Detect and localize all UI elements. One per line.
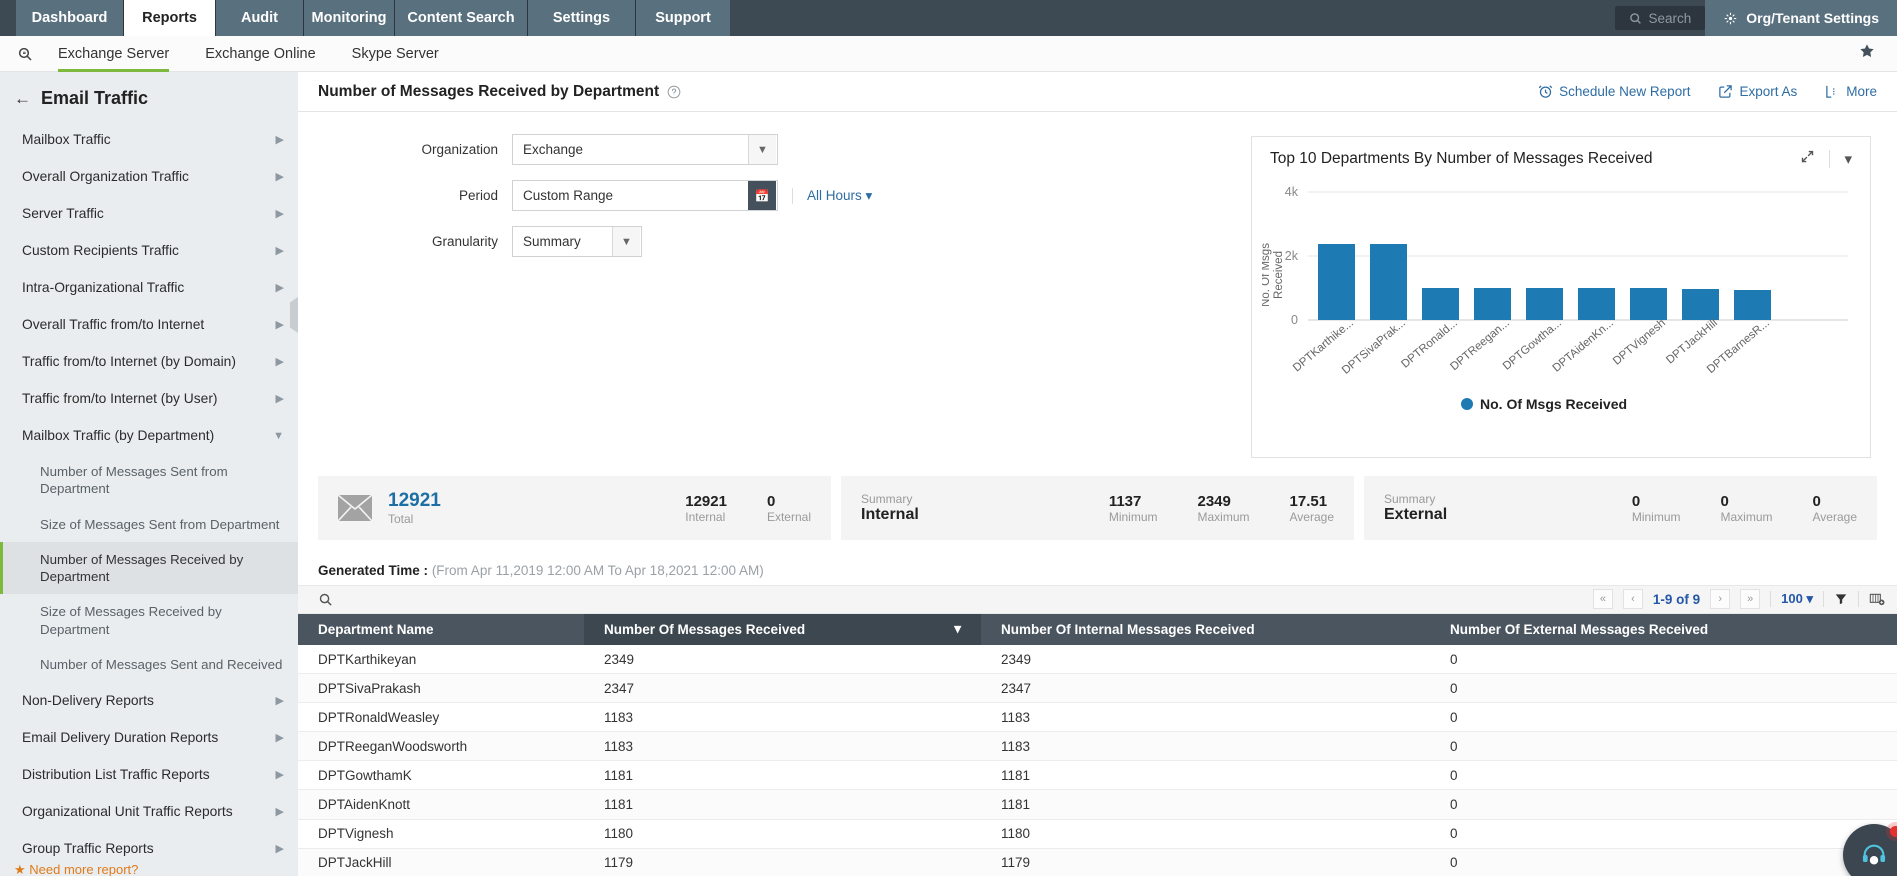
svg-text:DPTJackHill: DPTJackHill [1664, 317, 1720, 366]
svg-text:No. Of Msgs Received: No. Of Msgs Received [1480, 396, 1627, 412]
svg-text:0: 0 [1291, 313, 1298, 327]
svg-text:DPTVignesh: DPTVignesh [1611, 317, 1668, 368]
svg-text:Received: Received [1273, 251, 1285, 299]
svg-text:No. Of Msgs: No. Of Msgs [1262, 243, 1272, 307]
svg-text:4k: 4k [1285, 185, 1299, 199]
svg-text:2k: 2k [1285, 249, 1299, 263]
